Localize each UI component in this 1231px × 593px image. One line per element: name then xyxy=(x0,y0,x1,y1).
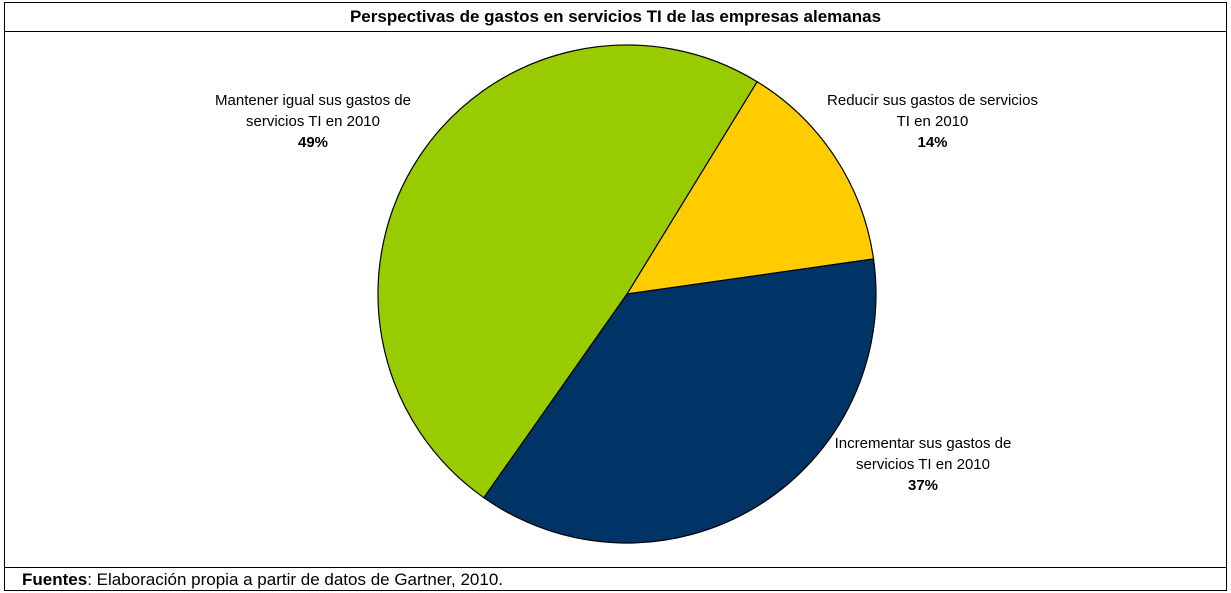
slice-name-mantener: Mantener igual sus gastos de servicios T… xyxy=(215,92,411,130)
title-bar: Perspectivas de gastos en servicios TI d… xyxy=(4,2,1227,32)
pie-chart xyxy=(377,44,877,544)
slice-label-mantener: Mantener igual sus gastos de servicios T… xyxy=(208,90,418,153)
slice-name-incrementar: Incrementar sus gastos de servicios TI e… xyxy=(834,435,1012,473)
slice-name-reducir: Reducir sus gastos de servicios TI en 20… xyxy=(827,92,1038,130)
slice-value-mantener: 49% xyxy=(297,134,329,151)
chart-area: Reducir sus gastos de servicios TI en 20… xyxy=(5,32,1226,568)
chart-frame xyxy=(4,2,1227,591)
slice-value-incrementar: 37% xyxy=(907,477,939,494)
source-label: Fuentes xyxy=(22,570,88,589)
source-text: : Elaboración propia a partir de datos d… xyxy=(87,570,504,589)
source-note: Fuentes: Elaboración propia a partir de … xyxy=(22,570,503,590)
slice-label-incrementar: Incrementar sus gastos de servicios TI e… xyxy=(823,433,1023,496)
slice-reducir xyxy=(625,80,875,295)
slice-mantener xyxy=(377,44,758,499)
chart-title: Perspectivas de gastos en servicios TI d… xyxy=(349,6,882,26)
slice-value-reducir: 14% xyxy=(917,134,948,151)
slice-incrementar xyxy=(482,258,877,544)
slice-label-reducir: Reducir sus gastos de servicios TI en 20… xyxy=(825,90,1040,153)
